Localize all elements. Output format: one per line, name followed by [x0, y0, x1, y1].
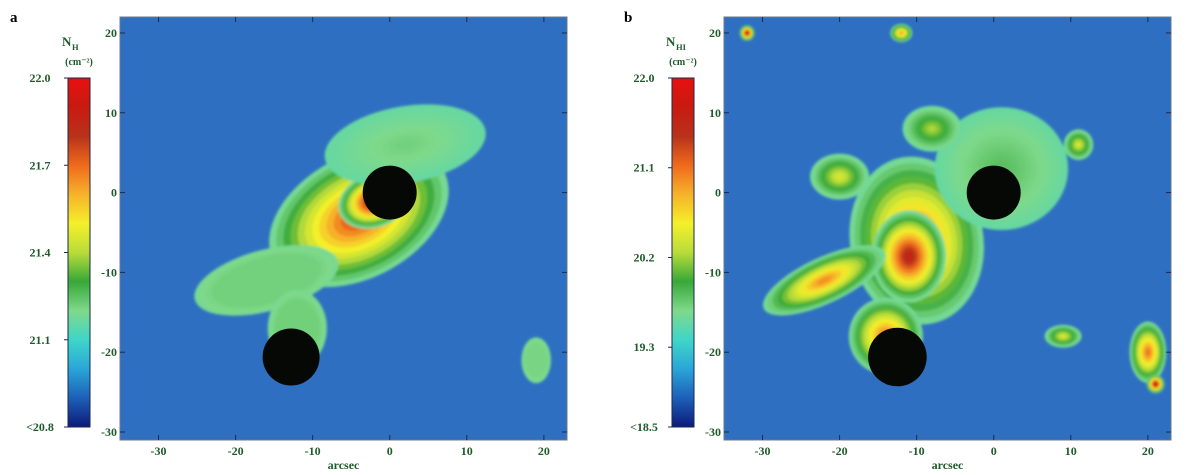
y-tick-label: 20 — [105, 26, 117, 40]
masked-source-disk — [868, 327, 927, 387]
y-tick-label: -10 — [101, 265, 117, 279]
chart-b: 22.0 21.1 20.2 19.3 <18.5 N HI (cm⁻²) -30 -20 -10 0… — [630, 16, 1172, 472]
x-tick-label: 10 — [461, 444, 473, 458]
y-tick-label: -10 — [705, 265, 721, 279]
masked-source-disk — [262, 328, 320, 386]
colorbar-units: (cm⁻²) — [669, 57, 697, 68]
colorbar-tick-label: 19.3 — [634, 340, 655, 354]
x-tick-label: -10 — [305, 444, 321, 458]
x-tick-label: 20 — [1142, 444, 1154, 458]
x-axis-label: arcsec — [932, 458, 964, 472]
y-tick-label: 20 — [709, 26, 721, 40]
x-tick-label: 0 — [387, 444, 393, 458]
emission-contour — [899, 31, 903, 35]
colorbar-title-subscript: HI — [676, 42, 687, 52]
emission-contour — [836, 173, 844, 180]
colorbar-title: N — [666, 34, 676, 49]
x-tick-label: -30 — [755, 444, 771, 458]
colorbar-tick-label: <20.8 — [26, 420, 54, 434]
y-tick-label: 0 — [111, 186, 117, 200]
plot-frame — [723, 16, 1172, 441]
emission-contour — [928, 125, 936, 132]
emission-contour — [1145, 348, 1151, 357]
colorbar-title-subscript: H — [72, 42, 79, 52]
chart-a: 22.0 21.7 21.4 21.1 <20.8 N H (cm⁻²) -30 -20 -10 0 1… — [26, 16, 568, 472]
colorbar-tick-label: 22.0 — [30, 71, 51, 85]
y-tick-label: 10 — [105, 106, 117, 120]
colorbar-title: N — [62, 34, 72, 49]
colorbar — [671, 77, 695, 428]
masked-source-disk — [362, 165, 417, 220]
emission-contour — [1076, 142, 1081, 147]
y-tick-label: -30 — [705, 425, 721, 439]
colorbar-tick-label: 20.2 — [634, 250, 655, 264]
colorbar-tick-label: 21.7 — [30, 158, 51, 172]
emission-contour — [395, 139, 416, 150]
x-tick-label: 20 — [538, 444, 550, 458]
colorbar-tick-label: 21.4 — [30, 246, 51, 260]
emission-contour — [904, 250, 914, 263]
y-tick-label: -20 — [705, 345, 721, 359]
emission-contour — [746, 32, 748, 34]
x-tick-label: 10 — [1065, 444, 1077, 458]
x-tick-label: -20 — [832, 444, 848, 458]
plot-frame — [119, 16, 568, 441]
emission-contour — [1154, 383, 1157, 386]
colorbar-tick-label: 21.1 — [30, 333, 51, 347]
x-tick-label: 0 — [991, 444, 997, 458]
x-tick-label: -20 — [228, 444, 244, 458]
panel-label-a: a — [10, 10, 18, 26]
y-tick-label: -30 — [101, 425, 117, 439]
emission-contour — [816, 276, 832, 285]
emission-contour — [524, 342, 548, 378]
colorbar-units: (cm⁻²) — [65, 57, 93, 68]
colorbar — [67, 77, 91, 428]
x-tick-label: -30 — [151, 444, 167, 458]
emission-contour — [1060, 334, 1066, 338]
masked-source-disk — [966, 165, 1021, 220]
x-axis-label: arcsec — [328, 458, 360, 472]
y-tick-label: 10 — [709, 106, 721, 120]
y-tick-label: 0 — [715, 186, 721, 200]
y-tick-label: -20 — [101, 345, 117, 359]
x-tick-label: -10 — [909, 444, 925, 458]
colorbar-tick-label: 21.1 — [634, 161, 655, 175]
panel-label-b: b — [624, 10, 633, 26]
colorbar-tick-label: <18.5 — [630, 420, 658, 434]
colorbar-tick-label: 22.0 — [634, 71, 655, 85]
